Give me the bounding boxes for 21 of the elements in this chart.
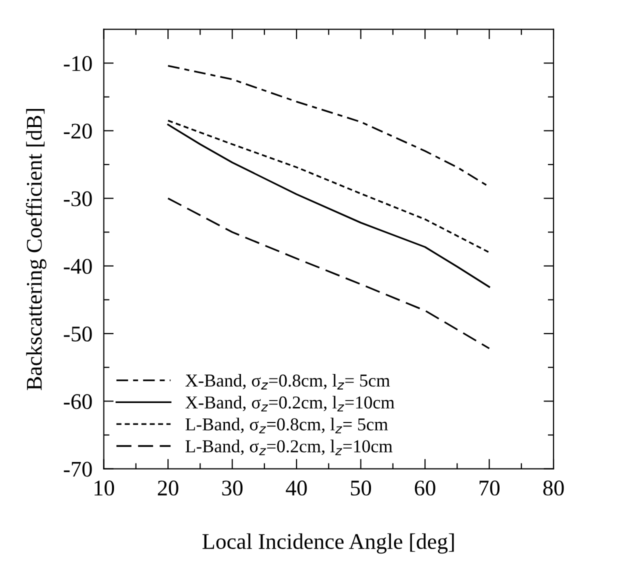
x-tick-label: 60 [414, 480, 436, 496]
y-tick-label: -40 [64, 258, 92, 274]
legend-label: L-Band, σ$_{z}$=0.8cm, l$_{z}$= 5cm [186, 418, 388, 434]
legend-label: L-Band, σ$_{z}$=0.2cm, l$_{z}$=10cm [186, 440, 392, 456]
legend-label: X-Band, σ$_{z}$=0.8cm, l$_{z}$= 5cm [185, 374, 390, 390]
x-tick-label: 80 [543, 480, 564, 496]
y-tick-label: -30 [64, 191, 92, 206]
x-tick-label: 40 [286, 480, 307, 496]
legend-label: X-Band, σ$_{z}$=0.2cm, l$_{z}$=10cm [185, 396, 394, 412]
y-tick-label: -10 [64, 56, 92, 72]
x-tick-label: 20 [158, 480, 178, 496]
x-tick-label: 50 [350, 480, 372, 496]
x-tick-label: 30 [222, 480, 243, 496]
y-tick-label: -50 [64, 326, 92, 342]
x-tick-label: 70 [480, 480, 500, 496]
y-tick-label: -70 [64, 462, 92, 477]
x-axis-title: Local Incidence Angle [deg] [202, 533, 454, 554]
y-tick-label: -20 [64, 124, 92, 139]
x-tick-label: 10 [94, 480, 114, 496]
y-tick-label: -60 [64, 394, 92, 410]
y-axis-title: Backscattering Coefficient [dB] [26, 108, 46, 390]
